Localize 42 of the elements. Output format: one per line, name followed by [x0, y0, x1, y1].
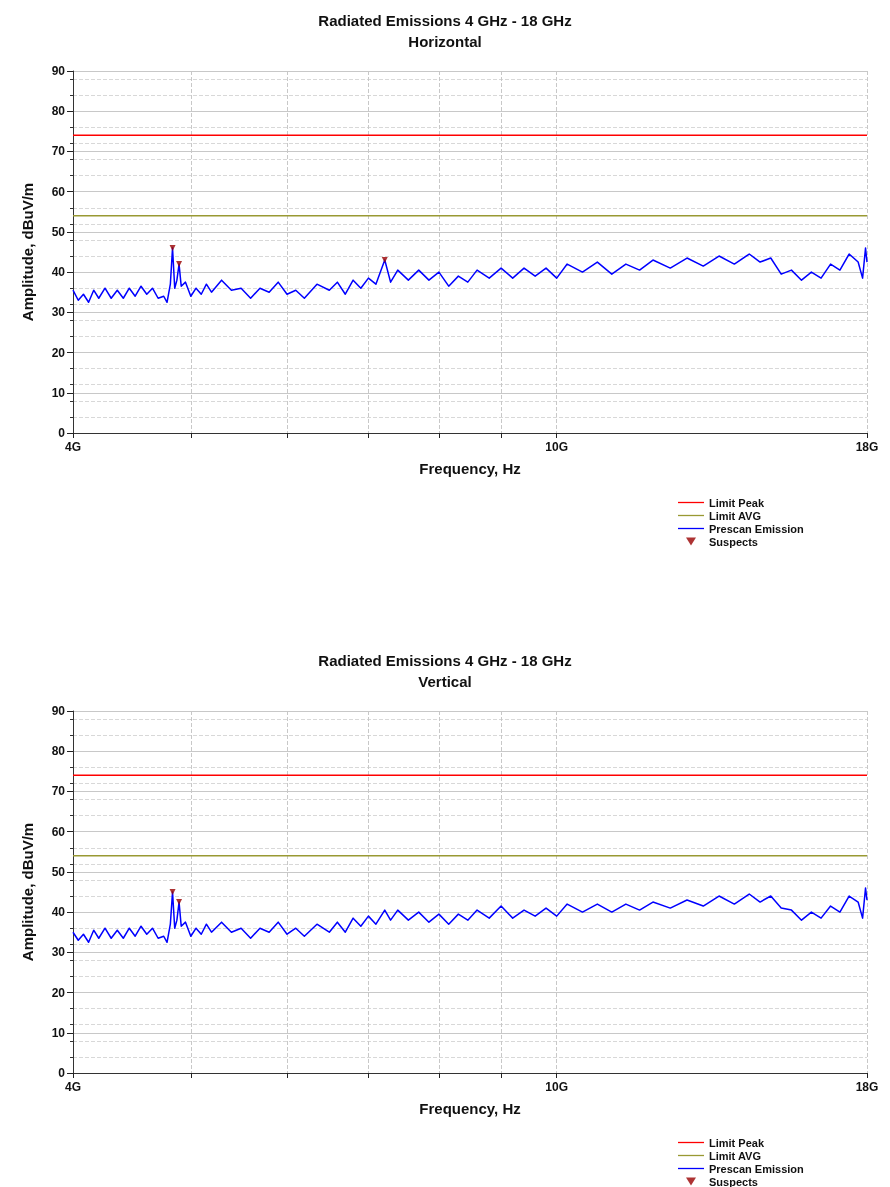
- y-tick-label: 20: [51, 985, 66, 1000]
- y-tick-label: 20: [51, 345, 66, 360]
- legend-label: Suspects: [709, 535, 758, 548]
- y-tick-label: 30: [51, 945, 66, 960]
- y-tick-label: 10: [51, 385, 66, 400]
- x-axis-title: Frequency, Hz: [419, 1100, 521, 1117]
- y-tick-label: 30: [51, 305, 66, 320]
- y-tick-label: 70: [51, 784, 66, 799]
- y-tick-label: 50: [51, 864, 66, 879]
- y-axis-title: Amplitude, dBuV/m: [19, 182, 36, 322]
- y-tick-label: 90: [51, 704, 66, 718]
- y-tick-label: 90: [51, 64, 66, 78]
- y-tick-label: 10: [51, 1025, 66, 1040]
- y-tick-label: 40: [51, 265, 66, 280]
- x-tick-label: 10G: [545, 440, 569, 454]
- x-tick-label: 18G: [855, 1080, 879, 1094]
- y-tick-label: 60: [51, 184, 66, 199]
- y-tick-label: 0: [58, 1066, 66, 1080]
- x-tick-label: 4G: [64, 1080, 82, 1094]
- legend-label: Suspects: [709, 1175, 758, 1187]
- y-tick-label: 0: [58, 426, 66, 440]
- chart-subtitle: Vertical: [418, 673, 472, 690]
- chart-title: Radiated Emissions 4 GHz - 18 GHz: [318, 12, 572, 29]
- legend-label: Prescan Emission: [709, 522, 805, 535]
- legend-label: Limit Peak: [709, 496, 765, 509]
- chart-title: Radiated Emissions 4 GHz - 18 GHz: [318, 652, 572, 669]
- y-tick-label: 70: [51, 144, 66, 159]
- x-axis-title: Frequency, Hz: [419, 460, 521, 477]
- y-tick-label: 50: [51, 224, 66, 239]
- legend-label: Limit AVG: [709, 1149, 761, 1162]
- y-tick-label: 80: [51, 104, 66, 119]
- y-axis-title: Amplitude, dBuV/m: [19, 822, 36, 962]
- legend-label: Limit AVG: [709, 509, 761, 522]
- y-tick-label: 60: [51, 824, 66, 839]
- legend-label: Limit Peak: [709, 1136, 765, 1149]
- x-tick-label: 18G: [855, 440, 879, 454]
- y-tick-label: 40: [51, 905, 66, 920]
- legend-label: Prescan Emission: [709, 1162, 805, 1175]
- x-tick-label: 4G: [64, 440, 82, 454]
- x-tick-label: 10G: [545, 1080, 569, 1094]
- chart-subtitle: Horizontal: [408, 33, 482, 50]
- y-tick-label: 80: [51, 744, 66, 759]
